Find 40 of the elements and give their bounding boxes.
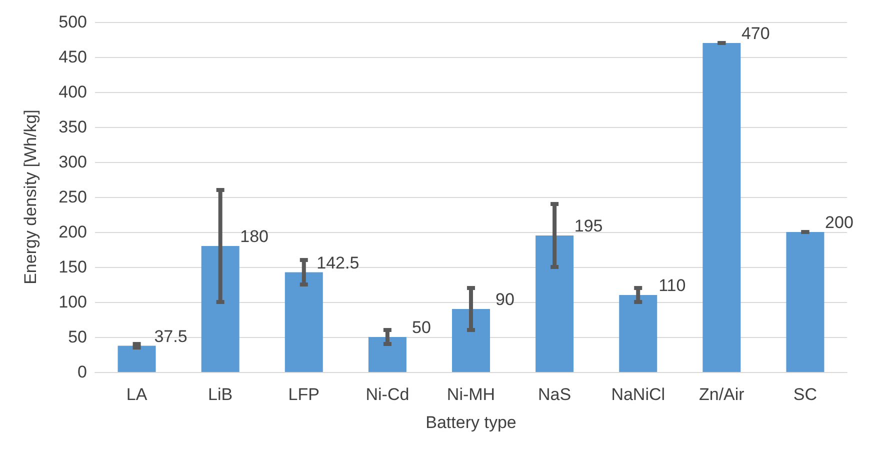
bar [786,232,824,372]
bar [702,43,741,372]
y-tick-label: 200 [58,222,87,242]
y-tick-label: 500 [58,12,87,32]
y-tick-label: 250 [58,188,87,206]
bar [536,236,574,372]
bar [452,309,490,372]
bar [619,295,658,372]
x-tick-label: NaS [538,385,572,404]
data-label: 195 [574,216,603,236]
x-tick-label: NaNiCl [611,385,666,404]
y-tick-label: 300 [58,152,87,172]
data-label: 50 [412,318,431,337]
y-tick-label: 450 [58,48,87,66]
x-tick-label: Zn/Air [698,385,745,404]
y-tick-label: 400 [58,82,87,102]
data-label: 180 [240,227,269,246]
x-tick-label: LA [126,385,148,404]
bar [284,272,323,372]
data-label: 142.5 [316,253,360,272]
x-axis-title: Battery type [426,413,516,432]
y-tick-label: 100 [58,292,87,312]
bar [201,246,240,372]
y-tick-label: 50 [68,328,87,346]
y-tick-label: 150 [58,258,87,276]
x-tick-label: SC [793,385,818,404]
data-label: 470 [741,24,770,43]
data-label: 110 [658,276,686,295]
x-tick-label: Ni-MH [446,385,496,404]
data-label: 200 [825,213,854,232]
bar [368,337,406,372]
data-label: 37.5 [154,326,188,346]
data-label: 90 [496,290,514,309]
y-tick-label: 0 [78,362,87,382]
x-tick-label: LFP [288,385,320,404]
bar [118,346,156,372]
y-tick-label: 350 [58,118,87,136]
x-tick-label: Ni-Cd [366,385,410,404]
x-tick-label: LiB [208,385,233,404]
y-axis-title: Energy density [Wh/kg] [21,110,40,284]
